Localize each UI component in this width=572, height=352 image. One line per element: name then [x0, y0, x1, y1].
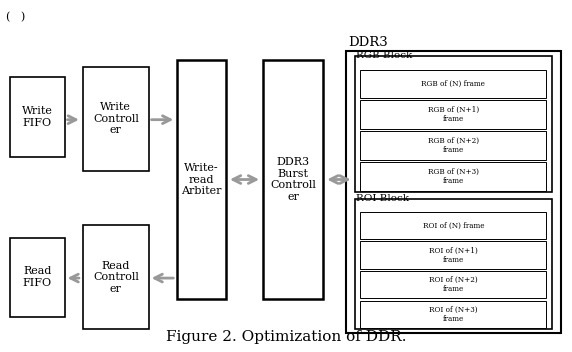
Text: Write
Controll
er: Write Controll er [93, 102, 139, 136]
Text: RGB of (N+3)
frame: RGB of (N+3) frame [428, 168, 479, 185]
Bar [360, 301, 546, 328]
Text: ROI of (N+3)
frame: ROI of (N+3) frame [429, 306, 478, 323]
Text: ROI of (N+2)
frame: ROI of (N+2) frame [429, 276, 478, 293]
Text: Figure 2. Optimization of DDR.: Figure 2. Optimization of DDR. [166, 330, 406, 344]
Text: ROI of (N) frame: ROI of (N) frame [423, 221, 484, 230]
Bar [360, 241, 546, 269]
Text: RGB of (N) frame: RGB of (N) frame [422, 80, 485, 88]
Bar [83, 67, 149, 171]
Bar [360, 131, 546, 160]
Text: Read
FIFO: Read FIFO [23, 266, 52, 288]
Text: Write-
read
Arbiter: Write- read Arbiter [181, 163, 222, 196]
Bar [83, 225, 149, 329]
Text: Read
Controll
er: Read Controll er [93, 260, 139, 294]
Bar [360, 162, 546, 191]
Bar [360, 100, 546, 129]
Text: DDR3
Burst
Controll
er: DDR3 Burst Controll er [270, 157, 316, 202]
Bar [177, 60, 226, 299]
Bar [360, 271, 546, 298]
Bar [346, 51, 561, 333]
Text: (   ): ( ) [6, 12, 25, 23]
Text: DDR3: DDR3 [348, 36, 387, 49]
Text: RGB of (N+2)
frame: RGB of (N+2) frame [428, 137, 479, 154]
Text: RGB Block: RGB Block [356, 51, 412, 60]
Bar [10, 77, 65, 157]
Bar [360, 212, 546, 239]
Bar [355, 199, 552, 329]
Bar [10, 238, 65, 317]
Text: ROI of (N+1)
frame: ROI of (N+1) frame [429, 246, 478, 264]
Text: RGB of (N+1)
frame: RGB of (N+1) frame [428, 106, 479, 123]
Text: Write
FIFO: Write FIFO [22, 106, 53, 128]
Bar [355, 56, 552, 192]
Bar [360, 70, 546, 98]
Bar [263, 60, 323, 299]
Text: ROI Block: ROI Block [356, 194, 409, 203]
